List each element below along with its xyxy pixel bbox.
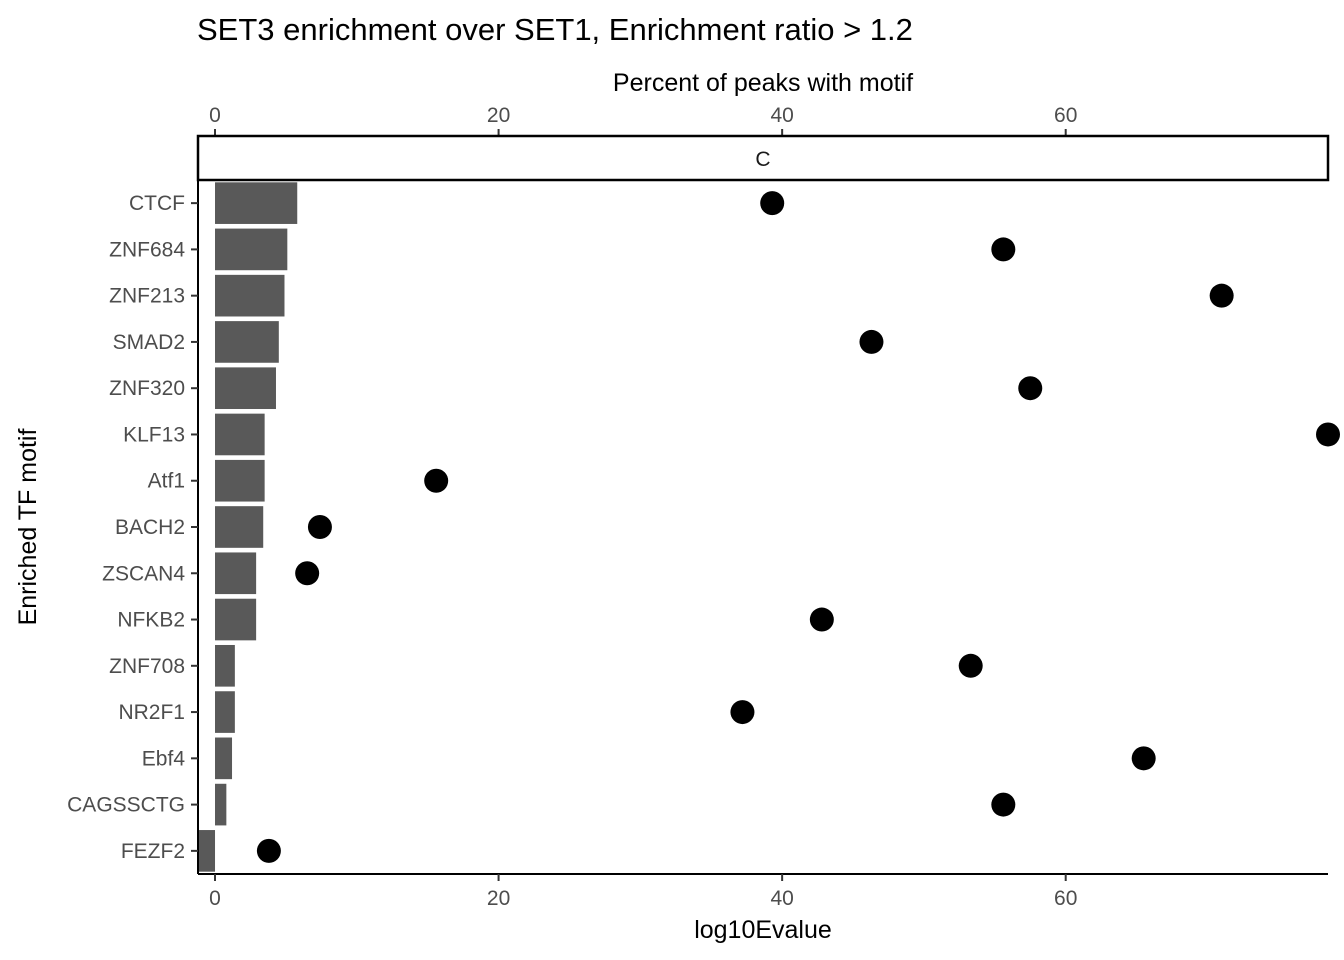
- y-tick-label: SMAD2: [113, 331, 185, 354]
- point-znf708: [958, 653, 983, 678]
- point-znf684: [991, 237, 1016, 262]
- y-tick-label: NFKB2: [117, 609, 185, 632]
- x-axis-title: log10Evalue: [694, 916, 832, 944]
- top-axis: 0 20 40 60: [209, 104, 1077, 136]
- chart-title: SET3 enrichment over SET1, Enrichment ra…: [197, 12, 913, 47]
- y-tick-label: ZNF708: [109, 655, 185, 678]
- x2-tick-label: 0: [209, 104, 221, 127]
- x2-tick-label: 20: [487, 104, 510, 127]
- x-tick-label: 60: [1054, 887, 1077, 910]
- bar-smad2: [215, 321, 279, 363]
- x-tick-label: 0: [209, 887, 221, 910]
- bar-zscan4: [215, 552, 257, 595]
- y-tick-label: FEZF2: [121, 840, 185, 863]
- y-tick-label: KLF13: [123, 423, 185, 446]
- point-fezf2: [256, 838, 281, 863]
- y-tick-label: ZSCAN4: [102, 562, 185, 585]
- y-axis: CTCF ZNF684 ZNF213 SMAD2 ZNF320 KLF13 Atf1 BACH…: [67, 192, 198, 863]
- top-axis-title: Percent of peaks with motif: [613, 69, 913, 97]
- y-tick-label: NR2F1: [118, 701, 185, 724]
- point-ctcf: [760, 191, 785, 216]
- point-cagssctg: [991, 792, 1016, 817]
- y-tick-label: CAGSSCTG: [67, 794, 185, 817]
- bar-ctcf: [215, 182, 298, 224]
- bar-klf13: [215, 413, 265, 456]
- y-tick-label: ZNF320: [109, 377, 185, 400]
- y-axis-title: Enriched TF motif: [14, 429, 42, 626]
- bottom-axis: 0 20 40 60: [209, 874, 1077, 910]
- y-tick-label: Atf1: [148, 470, 185, 493]
- bar-znf684: [215, 228, 288, 271]
- point-ebf4: [1131, 746, 1156, 771]
- bar-cagssctg: [215, 783, 227, 826]
- x-tick-label: 20: [487, 887, 510, 910]
- bar-nr2f1: [215, 691, 235, 733]
- facet-strip: [196, 134, 1330, 182]
- bar-ebf4: [215, 737, 233, 780]
- x2-tick-label: 40: [770, 104, 793, 127]
- point-znf213: [1209, 283, 1234, 308]
- point-klf13: [1316, 422, 1340, 447]
- point-bach2: [307, 515, 332, 539]
- x2-tick-label: 60: [1054, 104, 1077, 127]
- bar-nfkb2: [215, 598, 257, 641]
- bar-znf320: [215, 367, 276, 410]
- y-tick-label: ZNF684: [109, 238, 185, 261]
- plot-area: [198, 182, 1340, 872]
- x-tick-label: 40: [770, 887, 793, 910]
- bar-fezf2: [198, 830, 216, 872]
- y-tick-label: BACH2: [115, 516, 185, 539]
- point-smad2: [859, 329, 884, 354]
- y-tick-label: CTCF: [129, 192, 185, 215]
- point-nr2f1: [730, 700, 755, 725]
- facet-strip-label: C: [755, 148, 770, 171]
- bar-znf708: [215, 644, 235, 687]
- bar-bach2: [215, 506, 264, 548]
- point-nfkb2: [809, 607, 834, 632]
- bar-atf1: [215, 459, 265, 502]
- point-zscan4: [295, 561, 320, 586]
- y-tick-label: Ebf4: [142, 747, 186, 770]
- point-znf320: [1018, 376, 1043, 401]
- y-tick-label: ZNF213: [109, 285, 185, 308]
- point-atf1: [424, 468, 449, 493]
- bar-znf213: [215, 274, 285, 317]
